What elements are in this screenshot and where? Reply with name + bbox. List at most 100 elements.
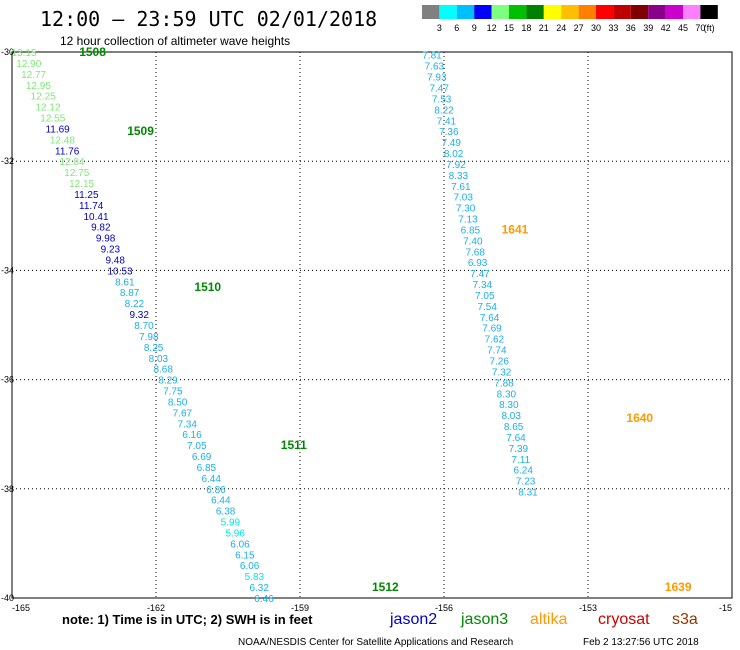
wave-height-value: 7.63 xyxy=(425,62,445,73)
color-swatch xyxy=(543,5,562,19)
wave-height-value: 7.40 xyxy=(463,236,483,247)
plot-frame xyxy=(11,51,733,599)
wave-height-value: 7.47 xyxy=(470,269,490,280)
wave-height-value: 12.84 xyxy=(59,157,84,168)
pass-time-label: 1639 xyxy=(665,580,692,594)
wave-height-value: 8.65 xyxy=(504,422,524,433)
wave-height-value: 8.02 xyxy=(444,149,464,160)
wave-height-value: 8.70 xyxy=(134,321,154,332)
wave-height-value: 9.48 xyxy=(105,255,125,266)
wave-height-value: 7.26 xyxy=(489,356,509,367)
wave-height-value: 10.41 xyxy=(83,212,108,223)
color-scale-label: 45 xyxy=(678,23,688,33)
wave-height-value: 8.33 xyxy=(449,171,469,182)
color-scale-label: 21 xyxy=(539,23,549,33)
wave-height-value: 6.15 xyxy=(235,550,255,561)
satellite-legend: jason2 jason3 altika cryosat s3a xyxy=(389,611,698,628)
wave-height-value: 7.67 xyxy=(173,408,193,419)
wave-height-value: 7.05 xyxy=(475,291,495,302)
wave-height-value: 5.83 xyxy=(245,572,265,583)
wave-height-value: 7.64 xyxy=(480,313,500,324)
wave-height-value: 8.03 xyxy=(501,411,521,422)
wave-height-value: 7.49 xyxy=(441,138,461,149)
wave-height-value: 5.99 xyxy=(221,518,241,529)
wave-height-value: 8.22 xyxy=(125,299,145,310)
footer-timestamp: Feb 2 13:27:56 UTC 2018 xyxy=(583,637,699,648)
y-tick-label: -32 xyxy=(1,156,14,166)
x-tick-label: -15 xyxy=(719,603,732,613)
wave-height-value: 7.36 xyxy=(439,127,459,138)
wave-height-value: 11.25 xyxy=(74,190,99,201)
color-swatch xyxy=(648,5,666,19)
wave-height-value: 6.46 xyxy=(254,594,274,605)
color-swatch xyxy=(474,5,492,19)
wave-height-value: 7.93 xyxy=(427,73,447,84)
wave-height-value: 10.53 xyxy=(107,266,132,277)
color-swatch xyxy=(700,5,718,19)
wave-height-value: 8.61 xyxy=(115,277,135,288)
wave-height-value: 8.50 xyxy=(168,397,188,408)
wave-height-value: 7.41 xyxy=(437,116,457,127)
color-scale-label: 9 xyxy=(472,23,477,33)
wave-height-value: 7.62 xyxy=(485,335,505,346)
wave-height-value: 8.03 xyxy=(149,354,169,365)
satellite-legend-item: s3a xyxy=(672,611,698,628)
color-swatch xyxy=(630,5,649,19)
wave-height-value: 9.32 xyxy=(129,310,149,321)
wave-height-value: 7.88 xyxy=(494,378,514,389)
wave-height-value: 7.05 xyxy=(187,441,207,452)
wave-height-value: 7.23 xyxy=(516,477,536,488)
x-tick-label: -153 xyxy=(579,603,597,613)
color-scale-label: 30 xyxy=(591,23,601,33)
wave-height-value: 7.69 xyxy=(482,324,502,335)
color-scale-label: 3 xyxy=(437,23,442,33)
x-tick-label: -159 xyxy=(291,603,309,613)
x-tick-label: -165 xyxy=(12,603,30,613)
wave-height-value: 6.16 xyxy=(182,430,202,441)
footer-note: note: 1) Time is in UTC; 2) SWH is in fe… xyxy=(62,612,313,627)
wave-height-value: 8.30 xyxy=(497,389,517,400)
satellite-legend-item: altika xyxy=(530,611,567,628)
pass-time-label: 1512 xyxy=(372,580,399,594)
color-scale-label: 6 xyxy=(454,23,459,33)
wave-height-value: 12.95 xyxy=(26,81,51,92)
wave-height-value: 12.48 xyxy=(50,135,75,146)
color-swatch xyxy=(456,5,475,19)
color-scale-label: 18 xyxy=(521,23,531,33)
color-swatch xyxy=(491,5,509,19)
y-tick-label: -40 xyxy=(1,593,14,603)
color-swatch xyxy=(561,5,579,19)
wave-height-value: 7.13 xyxy=(458,215,478,226)
color-swatch xyxy=(439,5,457,19)
x-tick-label: -162 xyxy=(147,603,165,613)
grid-lines xyxy=(12,52,732,598)
wave-height-value: 8.68 xyxy=(153,365,173,376)
wave-height-value: 12.15 xyxy=(69,179,94,190)
wave-height-value: 12.12 xyxy=(35,103,60,114)
wave-height-value: 7.03 xyxy=(453,193,473,204)
wave-height-value: 5.96 xyxy=(225,528,245,539)
wave-height-value: 7.32 xyxy=(492,367,512,378)
wave-height-value: 7.61 xyxy=(451,182,471,193)
wave-height-value: 6.44 xyxy=(201,474,221,485)
pass-time-label: 1510 xyxy=(194,280,221,294)
wave-height-value: 11.74 xyxy=(79,201,104,212)
pass-time-label: 1640 xyxy=(626,411,653,425)
color-scale-label: 42 xyxy=(661,23,671,33)
satellite-legend-item: jason3 xyxy=(460,611,508,628)
wave-height-value: 12.77 xyxy=(21,70,46,81)
footer-credit: NOAA/NESDIS Center for Satellite Applica… xyxy=(238,637,513,648)
color-scale-label: 27 xyxy=(574,23,584,33)
wave-height-value: 12.75 xyxy=(64,168,89,179)
y-axis-ticks: -30 -32 -34 -36 -38 -40 xyxy=(1,47,14,603)
wave-height-value: 7.11 xyxy=(511,455,530,466)
wave-height-value: 13.15 xyxy=(11,48,36,59)
satellite-legend-item: cryosat xyxy=(598,611,650,628)
wave-height-value: 8.22 xyxy=(434,105,454,116)
wave-height-value: 6.93 xyxy=(468,258,488,269)
color-scale-label: 24 xyxy=(556,23,566,33)
wave-height-value: 7.34 xyxy=(473,280,493,291)
wave-height-value: 7.39 xyxy=(509,444,529,455)
color-swatch xyxy=(596,5,614,19)
